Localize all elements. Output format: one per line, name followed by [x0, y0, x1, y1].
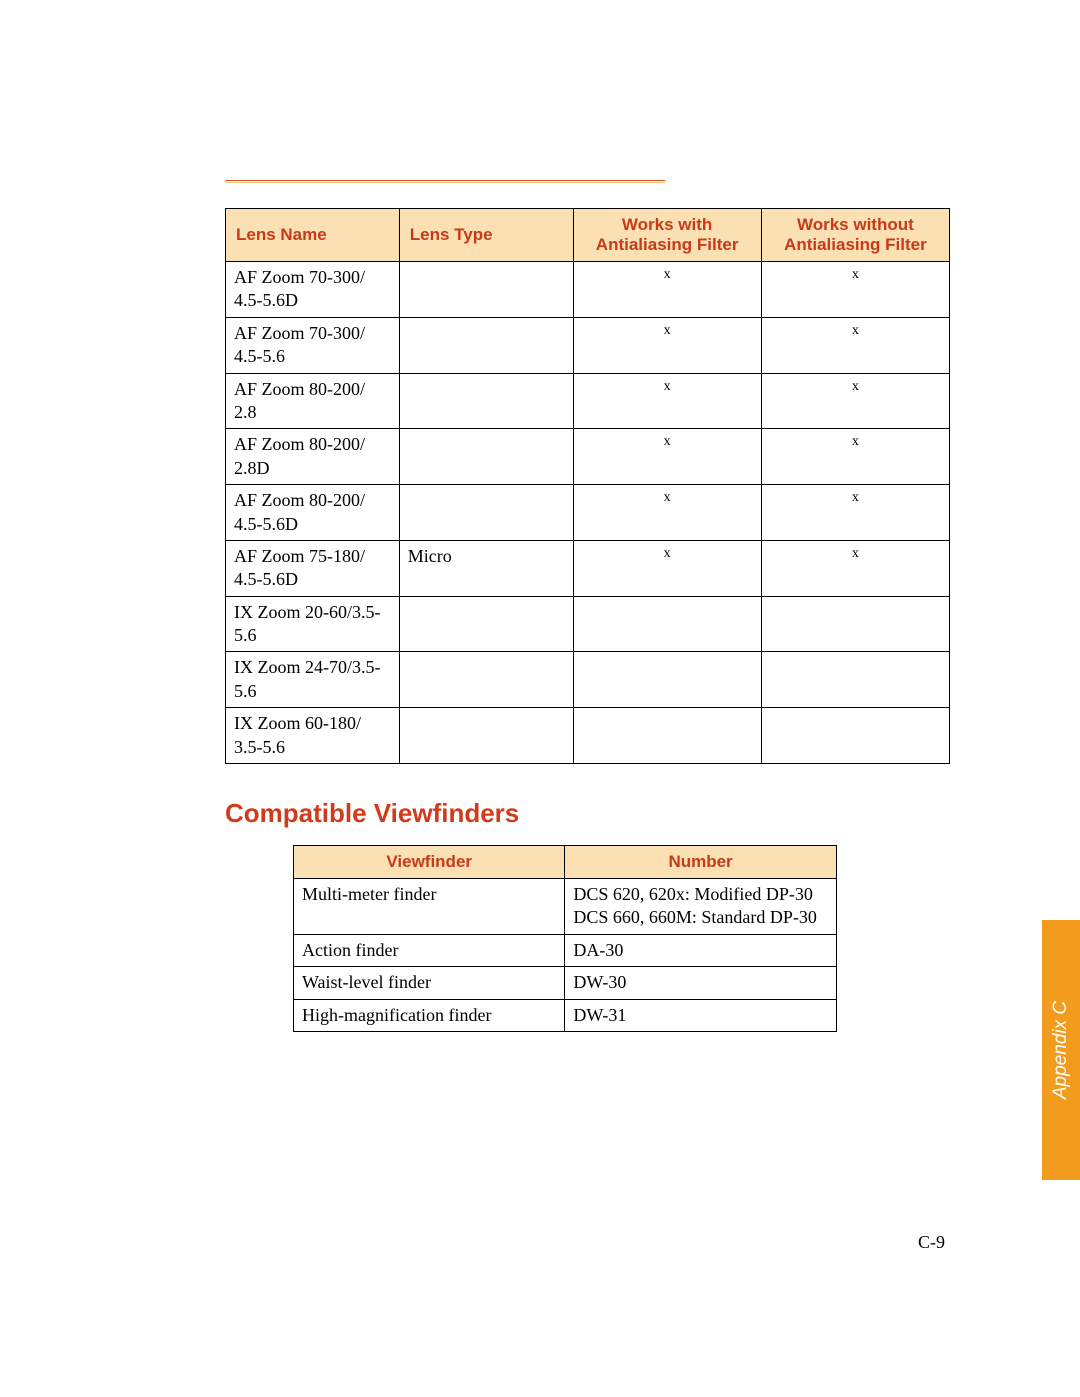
lens-without-cell: x — [761, 540, 949, 596]
lens-with-cell: x — [573, 317, 761, 373]
lens-with-cell — [573, 652, 761, 708]
side-tab: Appendix C — [1042, 920, 1080, 1180]
lens-name-cell: AF Zoom 80-200/ 2.8D — [226, 429, 400, 485]
vf-number-cell: DCS 620, 620x: Modified DP-30 DCS 660, 6… — [565, 879, 836, 935]
table-row: AF Zoom 75-180/ 4.5-5.6DMicroxx — [226, 540, 950, 596]
table-row: AF Zoom 80-200/ 2.8D xx — [226, 429, 950, 485]
lens-with-cell: x — [573, 262, 761, 318]
table-row: AF Zoom 70-300/ 4.5-5.6 xx — [226, 317, 950, 373]
table-row: High-magnification finderDW-31 — [294, 999, 837, 1031]
lens-with-cell: x — [573, 429, 761, 485]
table-row: IX Zoom 20-60/3.5- 5.6 — [226, 596, 950, 652]
lens-name-cell: AF Zoom 70-300/ 4.5-5.6D — [226, 262, 400, 318]
table-row: Multi-meter finderDCS 620, 620x: Modifie… — [294, 879, 837, 935]
lens-type-cell — [399, 708, 573, 764]
table-row: AF Zoom 80-200/ 2.8 xx — [226, 373, 950, 429]
lens-without-cell: x — [761, 485, 949, 541]
lens-table-body: AF Zoom 70-300/ 4.5-5.6DxxAF Zoom 70-300… — [226, 262, 950, 764]
side-tab-label: Appendix C — [1050, 1001, 1072, 1099]
lens-type-cell — [399, 485, 573, 541]
page-body: Lens Name Lens Type Works with Antialias… — [0, 0, 1080, 1397]
lens-with-cell: x — [573, 373, 761, 429]
lens-header-type: Lens Type — [399, 209, 573, 262]
vf-number-cell: DW-30 — [565, 967, 836, 999]
vf-name-cell: Multi-meter finder — [294, 879, 565, 935]
lens-type-cell — [399, 373, 573, 429]
table-row: Action finderDA-30 — [294, 934, 837, 966]
lens-with-cell — [573, 596, 761, 652]
vf-name-cell: Action finder — [294, 934, 565, 966]
lens-header-with: Works with Antialiasing Filter — [573, 209, 761, 262]
vf-header-number: Number — [565, 846, 836, 879]
vf-header-viewfinder: Viewfinder — [294, 846, 565, 879]
lens-name-cell: AF Zoom 70-300/ 4.5-5.6 — [226, 317, 400, 373]
top-rule — [225, 180, 665, 183]
table-row: AF Zoom 80-200/ 4.5-5.6D xx — [226, 485, 950, 541]
lens-header-name: Lens Name — [226, 209, 400, 262]
lens-name-cell: IX Zoom 24-70/3.5- 5.6 — [226, 652, 400, 708]
section-heading: Compatible Viewfinders — [225, 798, 950, 829]
vf-table-body: Multi-meter finderDCS 620, 620x: Modifie… — [294, 879, 837, 1032]
vf-table-header-row: Viewfinder Number — [294, 846, 837, 879]
lens-without-cell: x — [761, 317, 949, 373]
lens-type-cell — [399, 596, 573, 652]
lens-without-cell — [761, 596, 949, 652]
table-row: AF Zoom 70-300/ 4.5-5.6D xx — [226, 262, 950, 318]
lens-table-header-row: Lens Name Lens Type Works with Antialias… — [226, 209, 950, 262]
lens-name-cell: AF Zoom 80-200/ 2.8 — [226, 373, 400, 429]
lens-without-cell — [761, 708, 949, 764]
table-row: IX Zoom 60-180/ 3.5-5.6 — [226, 708, 950, 764]
lens-name-cell: AF Zoom 75-180/ 4.5-5.6D — [226, 540, 400, 596]
lens-header-without: Works without Antialiasing Filter — [761, 209, 949, 262]
lens-name-cell: IX Zoom 60-180/ 3.5-5.6 — [226, 708, 400, 764]
lens-type-cell — [399, 317, 573, 373]
lens-type-cell — [399, 652, 573, 708]
lens-without-cell: x — [761, 262, 949, 318]
lens-type-cell: Micro — [399, 540, 573, 596]
lens-without-cell: x — [761, 373, 949, 429]
lens-with-cell: x — [573, 485, 761, 541]
vf-number-cell: DA-30 — [565, 934, 836, 966]
page-number: C-9 — [918, 1232, 945, 1253]
lens-table: Lens Name Lens Type Works with Antialias… — [225, 208, 950, 764]
lens-name-cell: AF Zoom 80-200/ 4.5-5.6D — [226, 485, 400, 541]
lens-type-cell — [399, 262, 573, 318]
lens-with-cell: x — [573, 540, 761, 596]
lens-without-cell — [761, 652, 949, 708]
lens-with-cell — [573, 708, 761, 764]
table-row: Waist-level finderDW-30 — [294, 967, 837, 999]
lens-type-cell — [399, 429, 573, 485]
vf-name-cell: High-magnification finder — [294, 999, 565, 1031]
viewfinder-table: Viewfinder Number Multi-meter finderDCS … — [293, 845, 837, 1032]
lens-name-cell: IX Zoom 20-60/3.5- 5.6 — [226, 596, 400, 652]
table-row: IX Zoom 24-70/3.5- 5.6 — [226, 652, 950, 708]
vf-name-cell: Waist-level finder — [294, 967, 565, 999]
lens-without-cell: x — [761, 429, 949, 485]
vf-number-cell: DW-31 — [565, 999, 836, 1031]
